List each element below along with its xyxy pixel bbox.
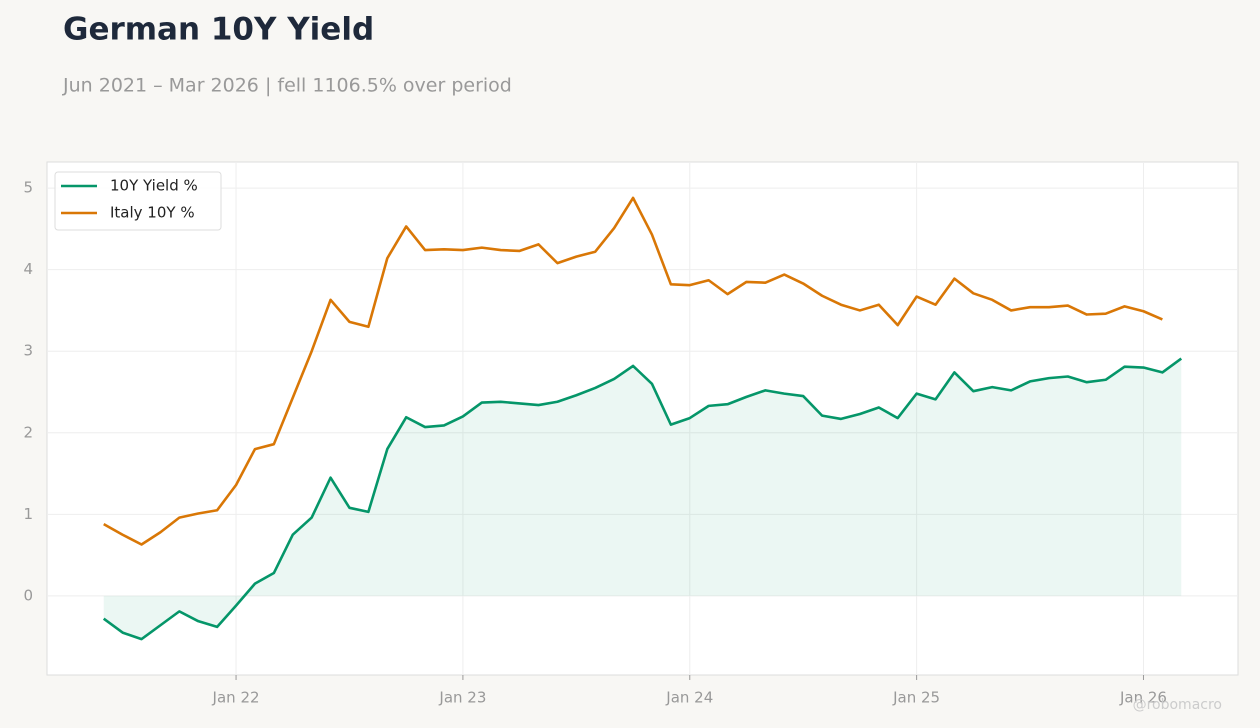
y-tick-label: 3 xyxy=(23,342,33,360)
area xyxy=(103,358,1182,640)
x-tick-label: Jan 24 xyxy=(665,689,713,707)
line xyxy=(103,196,1163,546)
plot-area xyxy=(46,161,1239,676)
y-tick-label: 5 xyxy=(23,179,33,197)
y-tick-label: 0 xyxy=(23,586,33,604)
chart-subtitle: Jun 2021 – Mar 2026 | fell 1106.5% over … xyxy=(62,75,512,97)
y-tick-label: 4 xyxy=(23,260,33,278)
chart-title: German 10Y Yield xyxy=(63,12,374,48)
y-tick-label: 1 xyxy=(23,505,33,523)
x-tick-label: Jan 25 xyxy=(892,689,940,707)
x-tick-label: Jan 22 xyxy=(212,689,260,707)
line xyxy=(102,357,1183,641)
y-tick-label: 2 xyxy=(23,423,33,441)
legend-label: Italy 10Y % xyxy=(110,204,195,222)
watermark: @robomacro xyxy=(1133,697,1222,713)
legend-label: 10Y Yield % xyxy=(110,177,198,195)
x-tick-label: Jan 26 xyxy=(1119,689,1167,707)
x-tick-label: Jan 23 xyxy=(438,689,486,707)
